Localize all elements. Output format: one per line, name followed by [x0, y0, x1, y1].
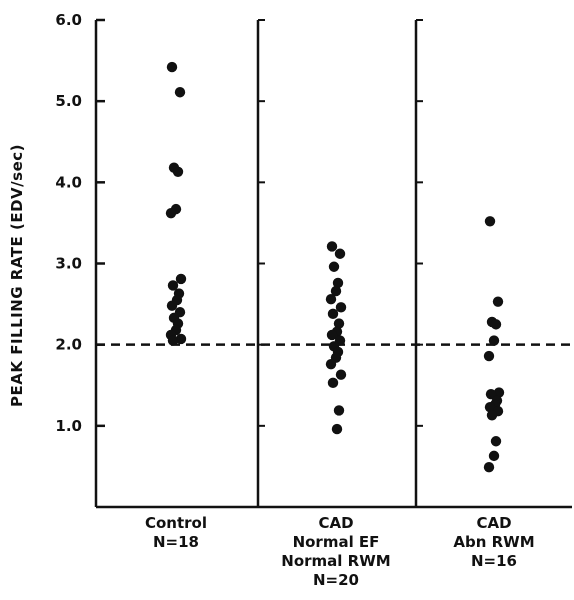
data-point: [331, 423, 343, 435]
data-point: [330, 285, 342, 297]
data-point: [483, 350, 495, 362]
data-point: [175, 333, 187, 345]
group-label-line: CAD: [318, 514, 353, 532]
data-point: [166, 61, 178, 73]
y-axis-label: PEAK FILLING RATE (EDV/sec): [8, 144, 26, 407]
group-label-line: Abn RWM: [453, 533, 534, 551]
data-point: [325, 358, 337, 370]
data-point: [490, 319, 502, 330]
data-point: [332, 277, 344, 289]
data-point: [327, 377, 339, 389]
group-label-line: N=20: [313, 571, 359, 589]
group-label-line: Normal EF: [293, 533, 380, 551]
group-label-line: N=18: [153, 533, 199, 551]
data-points: [165, 61, 505, 473]
group-label-line: Control: [145, 514, 207, 532]
data-point: [335, 302, 347, 313]
y-ticks: 1.0 2.0 3.0 4.0 5.0 6.0: [55, 11, 105, 435]
data-point: [490, 436, 502, 447]
data-point: [488, 450, 500, 462]
data-point: [333, 318, 345, 329]
y-tick-label: 1.0: [55, 417, 82, 435]
data-point: [328, 261, 340, 272]
group-label-line: N=16: [471, 552, 517, 570]
data-point: [172, 166, 184, 177]
group-label-line: Normal RWM: [281, 552, 390, 570]
data-point: [484, 401, 496, 413]
y-tick-label: 3.0: [55, 255, 82, 273]
data-point: [166, 300, 178, 311]
data-point: [335, 369, 347, 380]
y-tick-label: 5.0: [55, 92, 82, 110]
data-point: [488, 335, 500, 346]
data-point: [175, 273, 187, 285]
y-tick-label: 2.0: [55, 336, 82, 354]
data-point: [174, 87, 186, 98]
y-tick-label: 6.0: [55, 11, 82, 29]
data-point: [325, 294, 337, 305]
data-point: [483, 462, 495, 473]
group-label-line: CAD: [476, 514, 511, 532]
y-tick-label: 4.0: [55, 173, 82, 191]
data-point: [165, 207, 177, 219]
data-point: [493, 387, 505, 398]
data-point: [334, 248, 346, 259]
data-point: [486, 410, 498, 421]
data-point: [492, 296, 504, 307]
data-point: [326, 329, 338, 341]
data-point: [167, 280, 179, 291]
data-point: [484, 216, 496, 227]
data-point: [327, 308, 339, 320]
data-point: [333, 405, 345, 416]
data-point: [167, 335, 179, 346]
data-point: [326, 241, 338, 252]
